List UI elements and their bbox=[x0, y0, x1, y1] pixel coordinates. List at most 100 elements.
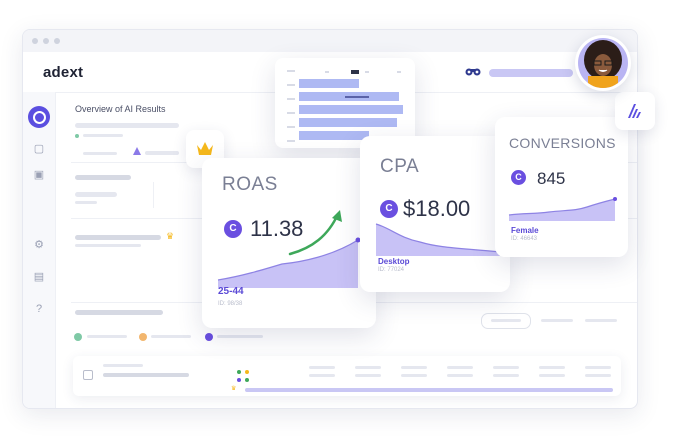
segment-id: ID: 46643 bbox=[511, 236, 538, 242]
placeholder-text bbox=[75, 123, 179, 128]
placeholder-text bbox=[75, 201, 97, 204]
table-highlight-bar bbox=[245, 388, 613, 392]
table-cell bbox=[103, 364, 143, 367]
table-cell bbox=[539, 374, 565, 377]
status-dot bbox=[237, 370, 241, 374]
axis-tick bbox=[397, 71, 401, 73]
currency-badge: C bbox=[380, 200, 398, 218]
sidebar: ▢ ▣ ⚙ ▤ ? bbox=[23, 92, 56, 408]
legend-dot-green bbox=[74, 333, 82, 341]
legend-dot-purple bbox=[205, 333, 213, 341]
kpi-title: CPA bbox=[380, 156, 420, 177]
segment-id: ID: 98/38 bbox=[218, 301, 243, 307]
placeholder-text bbox=[83, 134, 123, 137]
status-dot bbox=[245, 378, 249, 382]
axis-tick bbox=[287, 112, 295, 114]
bar bbox=[299, 79, 359, 88]
table-cell bbox=[539, 366, 565, 369]
status-dot bbox=[75, 134, 79, 138]
table-cell bbox=[585, 374, 611, 377]
filter-pill-label bbox=[491, 319, 521, 322]
placeholder-text bbox=[83, 152, 117, 155]
user-photo bbox=[578, 38, 628, 88]
cpa-sparkline bbox=[375, 223, 501, 256]
axis-tick bbox=[287, 70, 295, 72]
app-logo[interactable]: adext bbox=[43, 64, 84, 81]
sparkline-point bbox=[355, 237, 361, 243]
table-cell bbox=[401, 366, 427, 369]
axis-tick bbox=[287, 140, 295, 142]
axis-tick bbox=[287, 84, 295, 86]
placeholder-text bbox=[75, 192, 117, 197]
axis-tick bbox=[287, 98, 295, 100]
sparkline-area bbox=[509, 199, 615, 221]
video-icon[interactable]: ▣ bbox=[33, 169, 45, 181]
bar-label bbox=[345, 96, 369, 98]
table-cell bbox=[355, 374, 381, 377]
trend-arrow-line bbox=[288, 212, 340, 256]
placeholder-text bbox=[217, 335, 263, 338]
status-dot bbox=[237, 378, 241, 382]
bar bbox=[299, 131, 369, 140]
window-dot bbox=[54, 38, 60, 44]
table-cell bbox=[309, 366, 335, 369]
table-cell bbox=[447, 374, 473, 377]
sidebar-item-home[interactable] bbox=[28, 106, 50, 128]
document-icon[interactable]: ▢ bbox=[33, 143, 45, 155]
placeholder-text bbox=[75, 244, 141, 247]
horizontal-bar-chart bbox=[287, 70, 403, 142]
window-titlebar bbox=[23, 30, 637, 53]
circle-icon bbox=[33, 111, 46, 124]
kpi-card-cpa[interactable]: CPA C $18.00 Desktop ID: 77024 bbox=[360, 136, 510, 292]
table-cell bbox=[309, 374, 335, 377]
kpi-card-roas[interactable]: ROAS C 11.38 25-44 ID: 98/38 bbox=[202, 158, 376, 328]
sparkline-line bbox=[375, 223, 501, 253]
kpi-value: 845 bbox=[537, 169, 566, 188]
kpi-value: $18.00 bbox=[403, 196, 471, 221]
help-icon[interactable]: ? bbox=[35, 303, 43, 315]
sparkline-point bbox=[613, 197, 617, 201]
bar-chart-card bbox=[275, 58, 415, 148]
kpi-value: 11.38 bbox=[250, 216, 304, 241]
table-cell bbox=[493, 374, 519, 377]
table-cell bbox=[401, 374, 427, 377]
sparkline-line bbox=[217, 239, 359, 281]
axis-tick-active bbox=[351, 70, 359, 74]
segment-label: Female bbox=[511, 226, 539, 235]
currency-badge: C bbox=[511, 170, 526, 185]
axis-tick bbox=[325, 71, 329, 73]
filter-pill[interactable] bbox=[481, 313, 531, 329]
sparkline-area bbox=[218, 240, 358, 288]
window-dot bbox=[43, 38, 49, 44]
row-checkbox[interactable] bbox=[83, 370, 93, 380]
segment-label: Desktop bbox=[378, 257, 410, 266]
table-cell bbox=[355, 366, 381, 369]
status-dot bbox=[245, 370, 249, 374]
binoculars-icon[interactable] bbox=[465, 65, 481, 77]
kpi-card-conversions[interactable]: CONVERSIONS C 845 Female ID: 46643 bbox=[495, 117, 628, 257]
axis-tick bbox=[365, 71, 369, 73]
page-title: Overview of AI Results bbox=[75, 104, 166, 114]
placeholder-text bbox=[87, 335, 127, 338]
placeholder-text bbox=[75, 310, 163, 315]
trend-arrow-head bbox=[332, 210, 342, 222]
bar bbox=[299, 118, 397, 127]
table-cell bbox=[585, 366, 611, 369]
brand-tile[interactable] bbox=[615, 92, 655, 130]
user-name-placeholder bbox=[489, 69, 573, 77]
crown-icon: ♛ bbox=[231, 386, 237, 392]
avatar[interactable] bbox=[575, 35, 631, 91]
gear-icon[interactable]: ⚙ bbox=[34, 239, 44, 251]
kpi-title: ROAS bbox=[222, 174, 278, 195]
results-table: ♛ bbox=[73, 356, 621, 396]
placeholder-text bbox=[541, 319, 573, 322]
placeholder-text bbox=[151, 335, 191, 338]
currency-badge: C bbox=[224, 220, 242, 238]
table-cell bbox=[447, 366, 473, 369]
report-icon[interactable]: ▤ bbox=[33, 271, 45, 283]
sparkline-line bbox=[508, 198, 616, 216]
adext-brand-icon bbox=[628, 104, 641, 118]
window-dot bbox=[32, 38, 38, 44]
kpi-title: CONVERSIONS bbox=[509, 135, 616, 151]
table-cell bbox=[103, 373, 189, 377]
